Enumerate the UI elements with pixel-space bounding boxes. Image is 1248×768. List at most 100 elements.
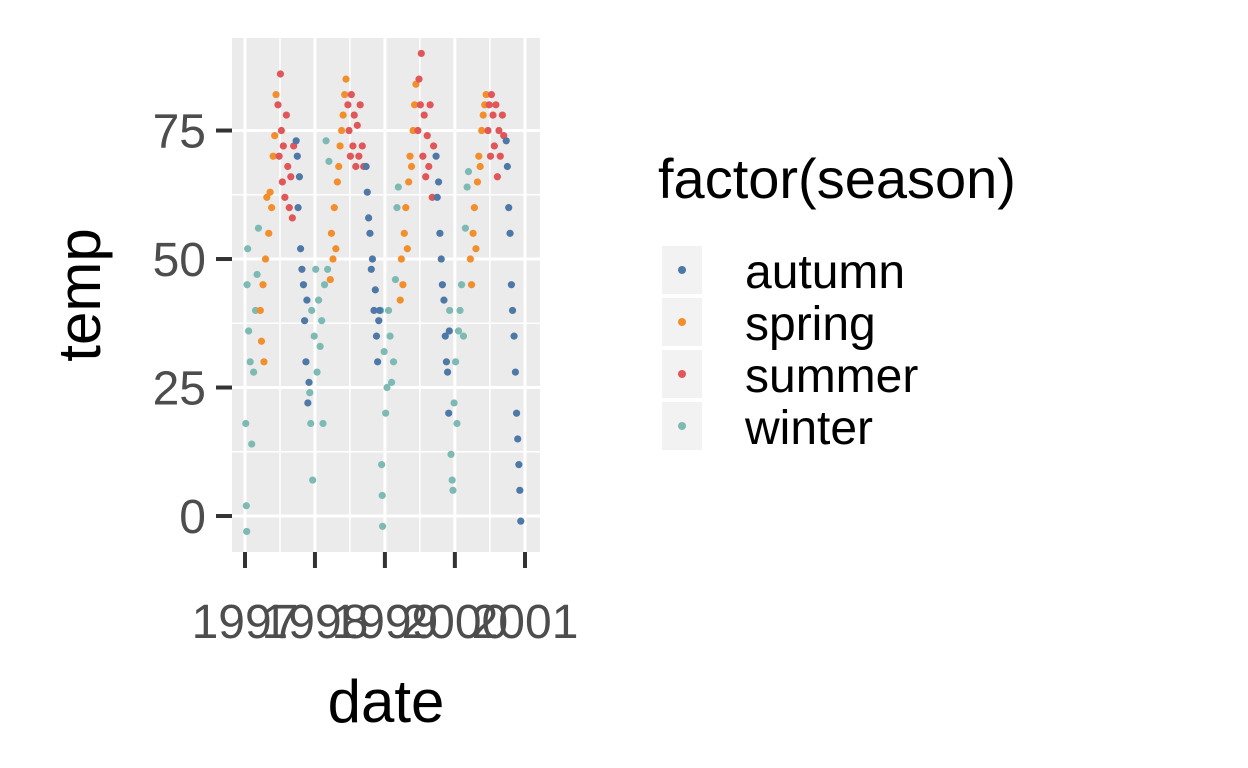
data-point-spring	[326, 275, 334, 284]
data-point-spring	[469, 229, 477, 237]
data-point-winter	[245, 327, 253, 335]
data-point-spring	[482, 90, 490, 99]
data-point-autumn	[437, 255, 445, 263]
data-point-autumn	[304, 399, 312, 407]
data-point-winter	[254, 224, 263, 232]
data-point-summer	[489, 111, 497, 119]
x-tick-label: 2000	[401, 596, 508, 649]
data-point-summer	[492, 101, 500, 109]
data-point-summer	[358, 142, 366, 150]
data-point-winter	[463, 183, 471, 191]
series-summer	[274, 49, 508, 222]
data-point-autumn	[375, 306, 384, 315]
legend-label-summer: summer	[745, 350, 918, 403]
data-point-autumn	[299, 281, 308, 289]
data-point-spring	[479, 111, 487, 119]
data-point-summer	[275, 152, 283, 160]
data-point-spring	[332, 245, 340, 253]
data-point-spring	[470, 204, 479, 212]
data-point-autumn	[432, 152, 440, 160]
y-tick-label: 50	[153, 234, 206, 287]
data-point-summer	[287, 173, 295, 181]
data-point-winter	[447, 450, 455, 458]
data-point-summer	[352, 162, 360, 171]
data-point-summer	[279, 142, 287, 150]
data-point-autumn	[445, 409, 453, 417]
data-point-spring	[261, 255, 270, 263]
data-point-autumn	[305, 378, 313, 386]
data-point-autumn	[374, 358, 382, 366]
data-point-spring	[342, 75, 350, 83]
data-point-winter	[246, 358, 254, 366]
data-point-autumn	[445, 327, 453, 335]
data-point-spring	[329, 255, 337, 263]
data-point-winter	[244, 245, 252, 253]
data-point-spring	[257, 337, 266, 345]
data-point-winter	[243, 527, 251, 536]
data-point-autumn	[302, 358, 310, 366]
data-point-winter	[379, 522, 387, 530]
data-point-winter	[453, 419, 461, 428]
x-tick-label: 1997	[192, 596, 299, 649]
data-point-autumn	[371, 286, 379, 294]
x-axis-title: date	[328, 668, 445, 735]
data-point-summer	[347, 90, 355, 99]
data-point-spring	[337, 126, 346, 135]
axis-ticks	[216, 128, 527, 568]
data-point-summer	[284, 162, 292, 171]
data-point-autumn	[505, 204, 513, 212]
data-point-winter	[306, 389, 314, 397]
data-point-spring	[400, 229, 408, 237]
data-point-autumn	[293, 152, 301, 160]
data-point-winter	[380, 347, 388, 356]
data-point-spring	[259, 281, 267, 289]
x-tick-label: 2001	[472, 596, 579, 649]
data-point-spring	[466, 255, 474, 263]
data-point-autumn	[365, 214, 373, 222]
data-point-spring	[263, 193, 271, 201]
y-axis-title: temp	[46, 228, 113, 361]
data-point-winter	[378, 461, 386, 469]
data-point-autumn	[436, 229, 444, 237]
data-point-autumn	[362, 162, 370, 171]
data-point-summer	[429, 142, 438, 150]
data-point-spring	[260, 358, 268, 366]
data-point-autumn	[370, 306, 378, 315]
data-point-spring	[396, 296, 404, 304]
legend-swatch-spring	[678, 318, 686, 326]
data-point-spring	[406, 152, 414, 160]
data-point-winter	[310, 332, 318, 340]
data-point-spring	[467, 281, 476, 289]
data-point-winter	[452, 358, 460, 366]
data-point-winter	[313, 368, 321, 376]
y-tick-label: 75	[153, 106, 206, 159]
data-point-spring	[399, 281, 407, 289]
data-point-summer	[281, 193, 289, 201]
data-point-spring	[256, 306, 264, 315]
data-point-winter	[322, 137, 330, 145]
data-point-winter	[382, 409, 390, 417]
data-point-spring	[403, 245, 411, 253]
data-point-winter	[378, 491, 386, 500]
data-point-summer	[422, 173, 430, 181]
data-point-summer	[484, 126, 492, 135]
y-tick-labels: 0 25 50 75	[153, 106, 206, 545]
data-point-summer	[493, 173, 502, 181]
y-tick-label: 0	[179, 491, 206, 544]
data-point-autumn	[433, 193, 441, 201]
data-point-winter	[312, 265, 320, 273]
data-point-autumn	[515, 461, 523, 469]
data-point-summer	[345, 126, 353, 135]
data-point-autumn	[503, 162, 511, 171]
legend-swatch-winter	[678, 422, 686, 430]
data-point-summer	[423, 132, 431, 140]
data-point-winter	[456, 306, 464, 315]
data-point-winter	[457, 281, 466, 289]
data-point-summer	[420, 111, 428, 119]
data-point-winter	[314, 296, 323, 304]
data-point-winter	[459, 332, 468, 340]
data-point-autumn	[441, 332, 449, 340]
data-point-spring	[330, 204, 338, 212]
